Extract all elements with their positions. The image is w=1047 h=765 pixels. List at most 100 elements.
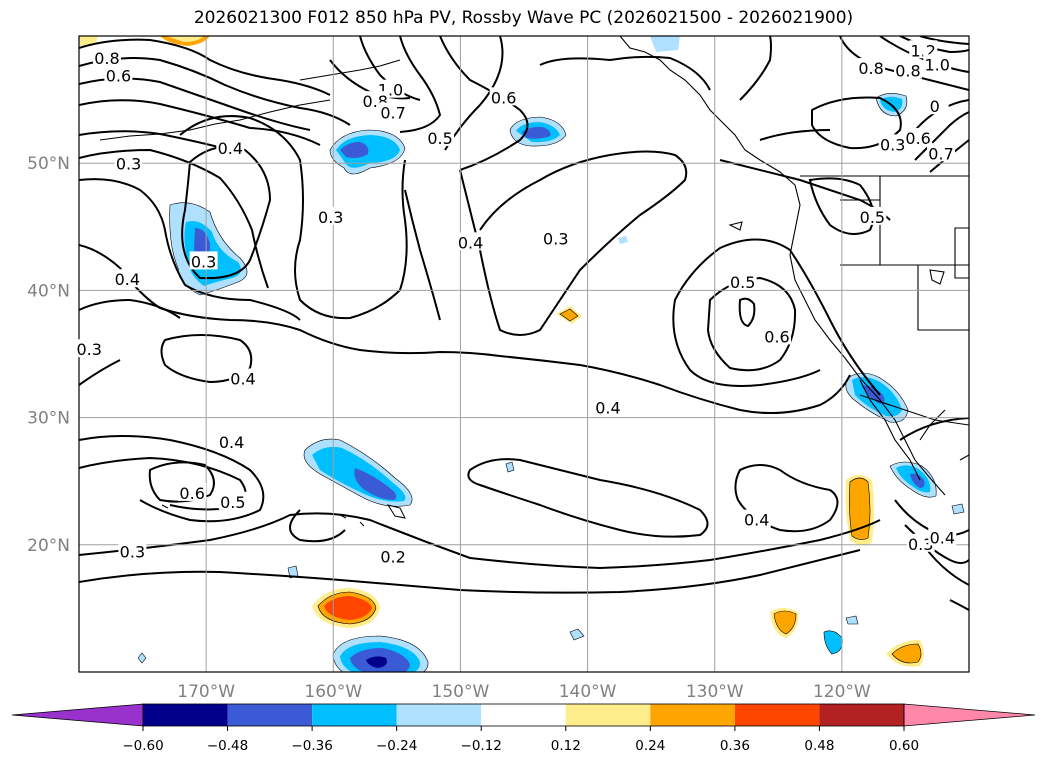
pv-contours — [79, 36, 969, 611]
contour-label: 0.3 — [191, 252, 216, 271]
islands — [99, 59, 406, 527]
colorbar-tick-label: −0.48 — [207, 738, 248, 754]
colorbar-frame — [142, 703, 905, 727]
colorbar-bin — [481, 704, 566, 726]
contour-label-background — [113, 269, 142, 288]
contour-label-background — [217, 432, 246, 451]
contour-labels: 0.80.61.00.80.70.60.50.40.30.30.30.40.4 0… — [75, 40, 957, 567]
contour-label: 0.4 — [595, 399, 620, 418]
contour-label: 0.4 — [458, 233, 483, 252]
colorbar-bin — [143, 704, 228, 726]
contour-label: 0.3 — [880, 135, 905, 154]
contour-label: 0.3 — [120, 542, 145, 561]
longitude-tick-label: 170°W — [177, 682, 235, 702]
contour-label: 0.3 — [543, 230, 568, 249]
latitude-tick-label: 50°N — [27, 154, 70, 174]
contour-label-background — [92, 47, 121, 66]
contour-label-background — [893, 60, 922, 79]
colorbar-tick-label: 0.36 — [720, 738, 750, 754]
contour-label-background — [742, 509, 771, 528]
contour-label-background — [928, 527, 957, 546]
page-title: 2026021300 F012 850 hPa PV, Rossby Wave … — [193, 8, 854, 28]
colorbar-under-extension — [11, 703, 144, 727]
contour-label: 0.4 — [930, 528, 955, 547]
contour-label: 0.8 — [94, 49, 119, 68]
colorbar-tick-label: 0.12 — [551, 738, 581, 754]
contour-label: 0.3 — [76, 340, 101, 359]
colorbar-bin — [650, 704, 735, 726]
longitude-tick-label: 130°W — [686, 682, 744, 702]
contour-label-background — [593, 397, 622, 416]
contour-label-background — [858, 206, 887, 225]
latitude-tick-label: 20°N — [27, 536, 70, 556]
contour-label-background — [189, 251, 218, 270]
contour-label-background — [906, 533, 935, 552]
contour-label-background — [216, 138, 245, 157]
colorbar-bin — [565, 704, 651, 726]
contour-label: 0.6 — [491, 88, 516, 107]
contour-label: 0.6 — [179, 484, 204, 503]
contour-label-background — [75, 339, 104, 358]
longitude-tick-label: 150°W — [432, 682, 490, 702]
contour-label-background — [104, 65, 133, 84]
contour-label-background — [920, 96, 949, 115]
colorbar-bin — [734, 704, 820, 726]
colorbar-tick-label: −0.60 — [122, 738, 163, 754]
contour-label: 0.2 — [380, 548, 405, 567]
contour-label: 0.4 — [230, 369, 255, 388]
contour-label: 0.5 — [860, 208, 885, 227]
colorbar-tick-label: −0.12 — [461, 738, 502, 754]
contour-label-background — [878, 134, 907, 153]
colorbar-bins — [11, 703, 1036, 727]
colorbar: −0.60 −0.48 −0.36 −0.24 −0.12 0.12 0.24 0.36 0.4… — [11, 703, 1036, 754]
contour-label: 0 — [930, 97, 940, 116]
contour-label: 1.0 — [924, 55, 949, 74]
contour-label-background — [857, 58, 886, 77]
colorbar-bin — [312, 704, 397, 726]
colorbar-bin — [227, 704, 313, 726]
contour-label: 0.5 — [427, 129, 452, 148]
contour-label: 0.4 — [219, 433, 244, 452]
colorbar-tick-label: −0.36 — [291, 738, 332, 754]
contour-label: 0.7 — [928, 144, 953, 163]
contour-label: 0.6 — [905, 129, 930, 148]
contour-label-background — [763, 326, 792, 345]
contour-label: 0.4 — [115, 270, 140, 289]
contour-label-background — [229, 368, 258, 387]
contour-label-background — [114, 153, 143, 172]
longitude-labels: 170°W 160°W 150°W 140°W 130°W 120°W — [177, 682, 871, 702]
contour-label: 0.5 — [730, 273, 755, 292]
longitude-tick-label: 140°W — [559, 682, 617, 702]
contour-label-background — [316, 206, 345, 225]
contour-label-background — [178, 482, 207, 501]
contour-label-background — [927, 143, 956, 162]
latitude-tick-label: 40°N — [27, 281, 70, 301]
colorbar-tick-label: 0.48 — [804, 738, 834, 754]
contour-label-background — [909, 40, 938, 59]
latitude-tick-label: 30°N — [27, 409, 70, 429]
contour-label: 0.3 — [908, 535, 933, 554]
contour-label-background — [456, 232, 485, 251]
pv-anomaly-fills — [79, 36, 965, 672]
contour-label-background — [379, 546, 408, 565]
contour-label-background — [904, 128, 933, 147]
latitude-labels: 20°N 30°N 40°N 50°N — [27, 154, 70, 556]
contour-label: 0.4 — [218, 139, 243, 158]
contour-label-background — [489, 87, 518, 106]
contour-label: 0.8 — [895, 62, 920, 81]
contour-label-background — [541, 228, 570, 247]
contour-label-background — [218, 491, 247, 510]
contour-label: 0.3 — [116, 154, 141, 173]
colorbar-tick-label: 0.60 — [889, 738, 919, 754]
colorbar-bin — [819, 704, 904, 726]
colorbar-bin — [396, 704, 482, 726]
contour-label: 0.8 — [858, 59, 883, 78]
contour-label: 0.5 — [220, 493, 245, 512]
contour-label-background — [379, 102, 408, 121]
contour-label: 0.7 — [380, 104, 405, 123]
colorbar-tick-label: 0.24 — [635, 738, 665, 754]
contour-label: 0.3 — [318, 208, 343, 227]
contour-label-background — [426, 128, 455, 147]
colorbar-over-extension — [903, 703, 1036, 727]
